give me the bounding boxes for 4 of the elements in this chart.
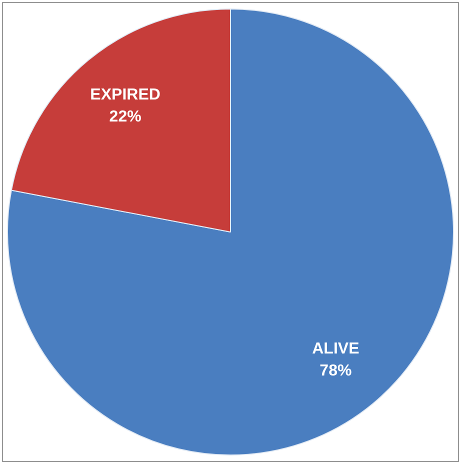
- data-label: 78%: [320, 362, 352, 380]
- slice-label: ALIVE: [312, 340, 360, 358]
- data-label: 22%: [109, 108, 142, 126]
- slice-label: EXPIRED: [90, 86, 160, 104]
